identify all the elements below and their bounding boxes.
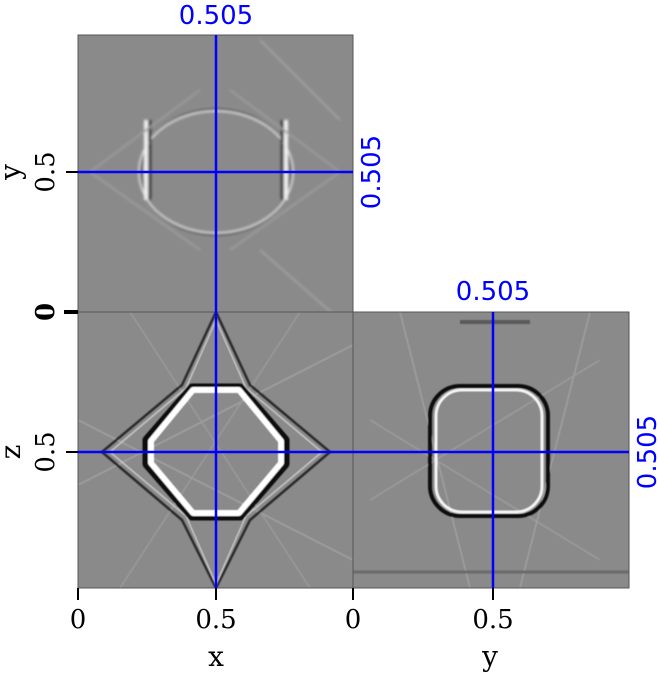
y-position-label: 0.505	[357, 135, 387, 209]
y-axis-label-bottom: y	[481, 640, 498, 673]
tick-y-05: 0.5	[472, 605, 513, 635]
x-axis-label: x	[208, 640, 224, 673]
z-axis-label: z	[0, 445, 27, 460]
x-position-label: 0.505	[179, 1, 253, 31]
tick-y-0: 0	[345, 605, 362, 635]
tick-left-0: 0	[31, 303, 61, 321]
z-position-label: 0.505	[633, 415, 658, 489]
tick-x-0: 0	[70, 605, 87, 635]
crosshairs	[78, 35, 629, 588]
tick-left-z05: 0.5	[31, 431, 61, 472]
y-position-label-right: 0.505	[456, 277, 530, 307]
panel-bottom-right-yz	[353, 312, 629, 588]
tick-left-y05: 0.5	[31, 151, 61, 192]
tick-x-05: 0.5	[195, 605, 236, 635]
y-axis-label-left: y	[0, 164, 27, 181]
